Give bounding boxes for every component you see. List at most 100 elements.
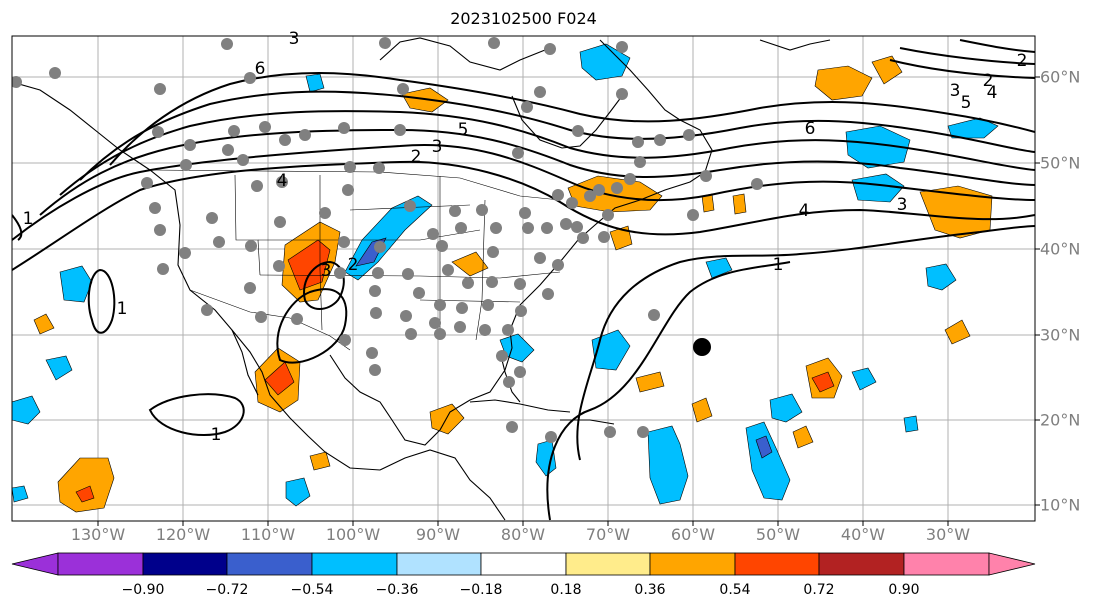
colorbar-segment	[818, 552, 905, 576]
shading-orange	[451, 251, 489, 277]
axis-ticks	[97, 76, 1040, 526]
shading-red	[264, 361, 295, 396]
shading-blue	[12, 395, 41, 425]
shading-orange	[944, 319, 971, 345]
station-dots	[12, 37, 763, 443]
contour-label: 1	[117, 299, 128, 319]
anomaly-shading	[12, 43, 999, 513]
lon-label: 90°W	[415, 525, 461, 544]
shading-blue	[845, 125, 911, 169]
shading-blue	[579, 43, 631, 81]
colorbar-tick-label: 0.36	[634, 582, 666, 598]
lon-label: 100°W	[325, 525, 381, 544]
lat-label: 20°N	[1040, 410, 1081, 430]
shading-red	[287, 239, 331, 291]
shading-blue	[535, 439, 557, 477]
contour-label: 3	[321, 261, 332, 281]
shading-blue	[591, 329, 631, 371]
lon-label: 40°W	[840, 525, 886, 544]
colorbar-extend-low	[11, 552, 59, 576]
contour-label: 3	[289, 29, 300, 49]
lon-label: 110°W	[240, 525, 296, 544]
lon-label: 50°W	[755, 525, 801, 544]
colorbar-segment	[396, 552, 482, 576]
colorbar-segment	[903, 552, 990, 576]
contour-label: 3	[950, 81, 961, 101]
colorbar-segment	[480, 552, 567, 576]
shading-blue	[903, 415, 919, 433]
lat-label: 50°N	[1040, 153, 1081, 173]
shading-blue	[12, 485, 29, 503]
colorbar-tick-label: −0.72	[205, 582, 249, 598]
lon-label: 60°W	[670, 525, 716, 544]
contour-label: 4	[799, 201, 810, 221]
shading-red	[811, 371, 835, 393]
contour-labels: 6 3 4 2 5 1 3 2 2 3 4 5 6 4 3 1 1 1 2 3	[23, 29, 1028, 445]
shading-orange	[732, 193, 747, 215]
lon-label: 80°W	[500, 525, 546, 544]
lon-label: 30°W	[925, 525, 971, 544]
contour-label: 2	[348, 255, 359, 275]
shading-blue	[851, 173, 905, 203]
shading-red	[75, 485, 95, 503]
shading-blue	[851, 367, 877, 391]
contour-label: 1	[773, 255, 784, 275]
storm-center-marker	[693, 338, 711, 356]
colorbar-tick-label: −0.18	[459, 582, 503, 598]
lon-label: 120°W	[155, 525, 211, 544]
shading-orange	[429, 403, 465, 435]
lon-label: 130°W	[70, 525, 126, 544]
coastlines	[12, 37, 831, 521]
shading-orange	[635, 371, 665, 393]
colorbar-tick-label: −0.36	[375, 582, 419, 598]
contour-label: 6	[255, 59, 266, 79]
shading-blue	[925, 263, 957, 291]
contour-label: 1	[211, 425, 222, 445]
shading-orange	[871, 55, 903, 85]
colorbar-tick-label: 0.54	[719, 582, 751, 598]
contour-label: 2	[983, 71, 994, 91]
colorbar-segment	[57, 552, 144, 576]
shading-orange	[691, 397, 713, 423]
map-title: 2023102500 F024	[450, 9, 597, 28]
shading-blue	[285, 477, 311, 507]
contour-label: 4	[987, 83, 998, 103]
lon-label: 70°W	[585, 525, 631, 544]
lat-label: 30°N	[1040, 325, 1081, 345]
colorbar-tick-label: 0.72	[803, 582, 835, 598]
shading-orange	[57, 457, 115, 513]
shading-blue	[745, 421, 791, 501]
colorbar-segment	[226, 552, 313, 576]
colorbar-segment	[565, 552, 651, 576]
colorbar-segment	[649, 552, 736, 576]
contour-label: 3	[897, 195, 908, 215]
shading-orange	[567, 175, 663, 213]
colorbar-segment	[311, 552, 398, 576]
contour-label: 5	[458, 120, 469, 140]
shading-blue	[45, 355, 73, 381]
colorbar-tick-label: 0.18	[550, 582, 582, 598]
shading-blue	[59, 265, 93, 303]
shading-orange	[33, 313, 55, 335]
contour-label: 5	[961, 93, 972, 113]
shading-blue	[305, 73, 325, 93]
contour-label: 3	[432, 137, 443, 157]
shading-darkblue	[755, 435, 773, 459]
colorbar	[11, 552, 1036, 576]
colorbar-segment	[142, 552, 228, 576]
shading-blue	[705, 257, 733, 279]
colorbar-segment	[734, 552, 820, 576]
shading-orange	[609, 225, 633, 251]
colorbar-tick-label: −0.90	[121, 582, 165, 598]
contour-label: 6	[805, 119, 816, 139]
shading-orange	[792, 425, 814, 449]
contours	[12, 39, 1035, 521]
lat-label: 40°N	[1040, 239, 1081, 259]
colorbar-tick-label: −0.54	[290, 582, 334, 598]
shading-orange	[309, 451, 331, 471]
colorbar-extend-high	[988, 552, 1036, 576]
colorbar-tick-label: 0.90	[888, 582, 920, 598]
shading-orange	[814, 65, 873, 101]
lat-label: 60°N	[1040, 67, 1081, 87]
